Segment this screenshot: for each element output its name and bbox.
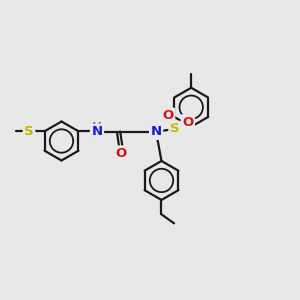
- Text: O: O: [182, 116, 194, 129]
- Text: O: O: [163, 109, 174, 122]
- Text: S: S: [170, 122, 179, 135]
- Text: N: N: [92, 125, 103, 138]
- Text: S: S: [24, 125, 34, 138]
- Text: O: O: [116, 147, 127, 160]
- Text: N: N: [151, 125, 162, 138]
- Text: H: H: [92, 121, 102, 134]
